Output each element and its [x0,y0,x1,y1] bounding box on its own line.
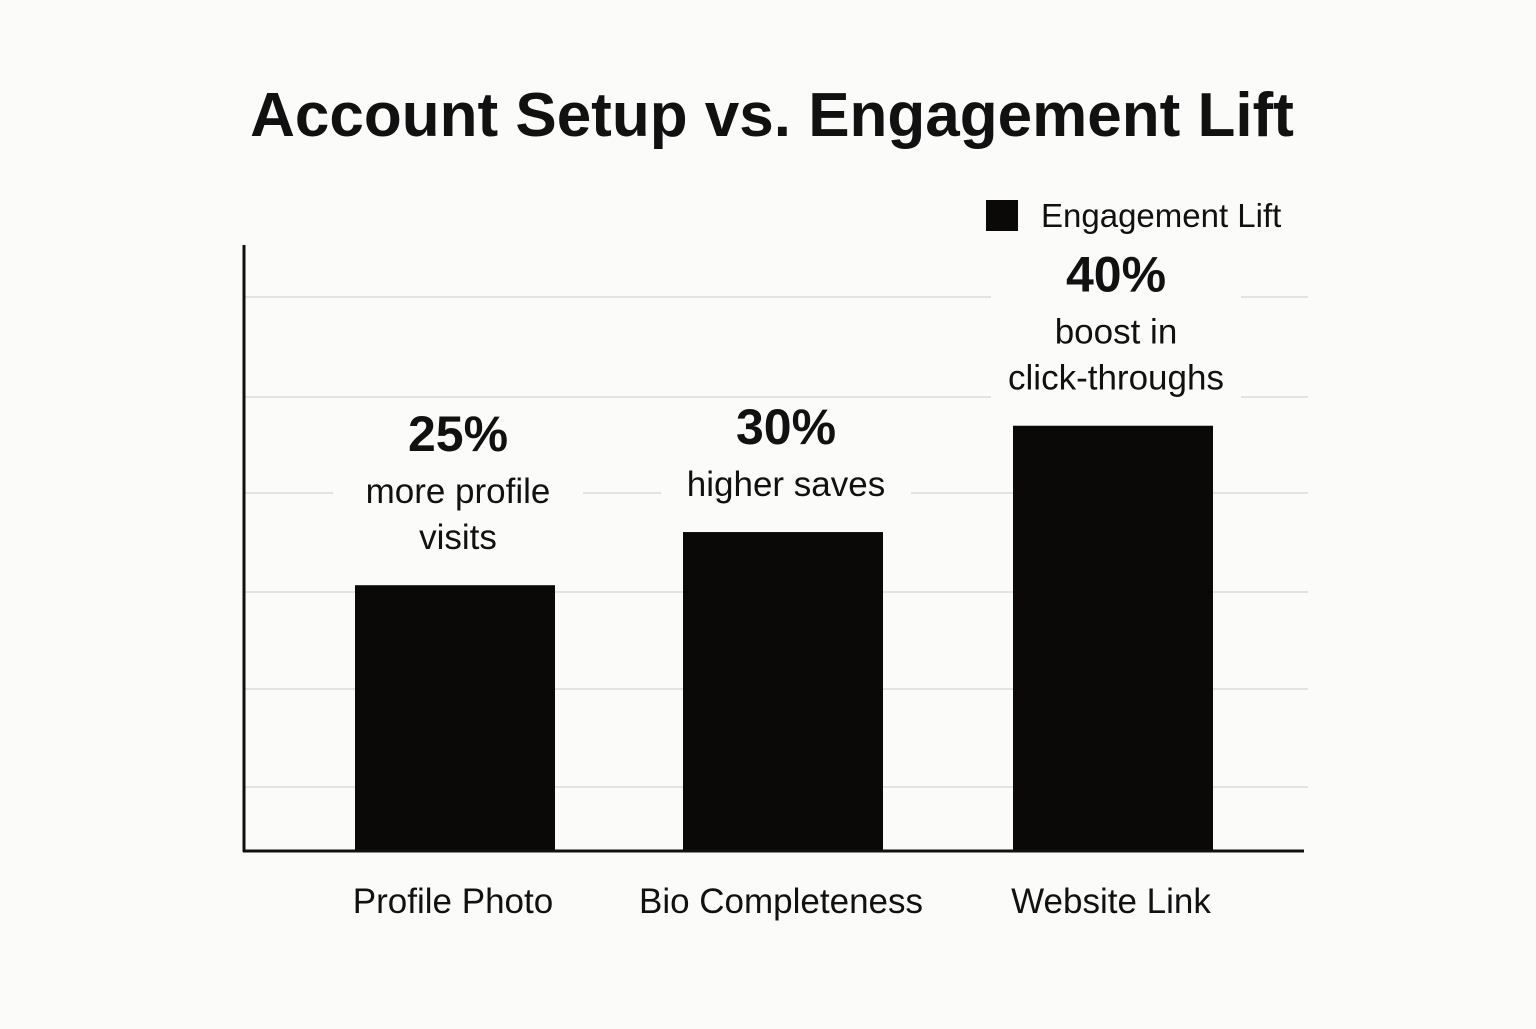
data-label-note: higher saves [687,465,885,504]
annotation-background [991,247,1241,402]
annotation-background [661,400,911,509]
bar-annotation: 30% higher saves [661,399,911,509]
annotation-background [333,407,583,562]
data-label-note: more profile [366,472,551,511]
x-tick-label: Bio Completeness [639,882,923,921]
chart-title: Account Setup vs. Engagement Lift [250,81,1294,150]
data-label-note: boost in [1055,313,1178,352]
legend: Engagement Lift [986,197,1281,234]
x-tick-label: Website Link [1011,882,1211,921]
category-labels: Profile Photo Bio Completeness Website Lin… [353,882,1212,921]
bar-website-link [1013,425,1213,851]
bar-annotation: 25% more profile visits [333,406,583,562]
data-label-note: visits [419,518,497,557]
bar-profile-photo [355,585,555,851]
data-label-value: 25% [408,406,508,462]
bar-annotations: 25% more profile visits 30% higher saves 40% b… [333,247,1241,562]
legend-label: Engagement Lift [1041,197,1281,234]
bar-bio-completeness [683,532,883,851]
data-label-note: click-throughs [1008,359,1224,398]
data-label-value: 30% [736,399,836,455]
bar-annotation: 40% boost in click-throughs [991,247,1241,402]
legend-swatch [986,200,1018,231]
data-label-value: 40% [1066,247,1166,303]
x-tick-label: Profile Photo [353,882,553,921]
bars [355,425,1213,851]
